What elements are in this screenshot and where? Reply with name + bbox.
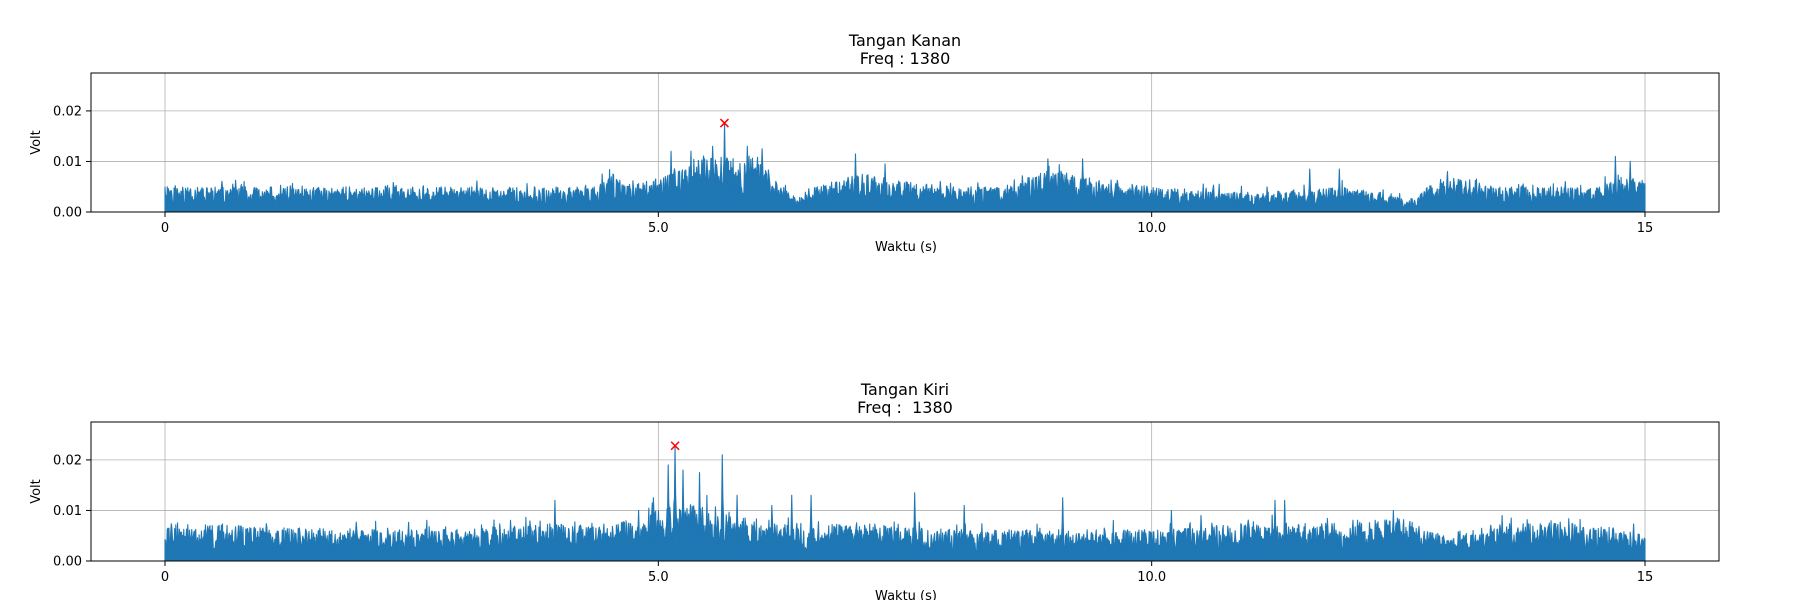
y-axis-label: Volt: [29, 479, 44, 504]
y-tick-label: 0.00: [53, 555, 82, 570]
chart-title: Tangan Kiri: [860, 380, 949, 399]
x-tick-label: 0: [161, 221, 169, 236]
signal-series-line: [164, 446, 1646, 561]
max-peak-marker: [719, 118, 729, 128]
x-tick-label: 5.0: [648, 221, 669, 236]
axes-frame: [90, 72, 1720, 213]
x-tick-label: 0: [161, 570, 169, 585]
signal-series-line: [164, 123, 1646, 212]
chart-panel-1: 0 5.0 10.0 15 0.00 0.01 0.02 Waktu (s) Volt Tanga…: [29, 31, 1720, 255]
x-axis-label: Waktu (s): [875, 240, 937, 255]
y-tick-label: 0.00: [53, 206, 82, 221]
x-tick-label: 10.0: [1137, 570, 1166, 585]
y-tick-label: 0.01: [53, 155, 82, 170]
y-tick-label: 0.02: [53, 453, 82, 468]
x-tick-label: 10.0: [1137, 221, 1166, 236]
y-axis-label: Volt: [29, 130, 44, 155]
axes-frame: [90, 421, 1720, 562]
chart-panel-2: 0 5.0 10.0 15 0.00 0.01 0.02 Waktu (s) Volt Tanga…: [29, 380, 1720, 600]
y-tick-label: 0.02: [53, 104, 82, 119]
chart-title: Tangan Kanan: [848, 31, 961, 50]
chart-subtitle: Freq : 1380: [860, 49, 951, 68]
x-tick-label: 15: [1637, 570, 1654, 585]
chart-subtitle: Freq : 1380: [857, 398, 953, 417]
x-tick-label: 15: [1637, 221, 1654, 236]
max-peak-marker: [670, 441, 680, 451]
x-tick-label: 5.0: [648, 570, 669, 585]
y-tick-label: 0.01: [53, 504, 82, 519]
x-axis-label: Waktu (s): [875, 589, 937, 600]
